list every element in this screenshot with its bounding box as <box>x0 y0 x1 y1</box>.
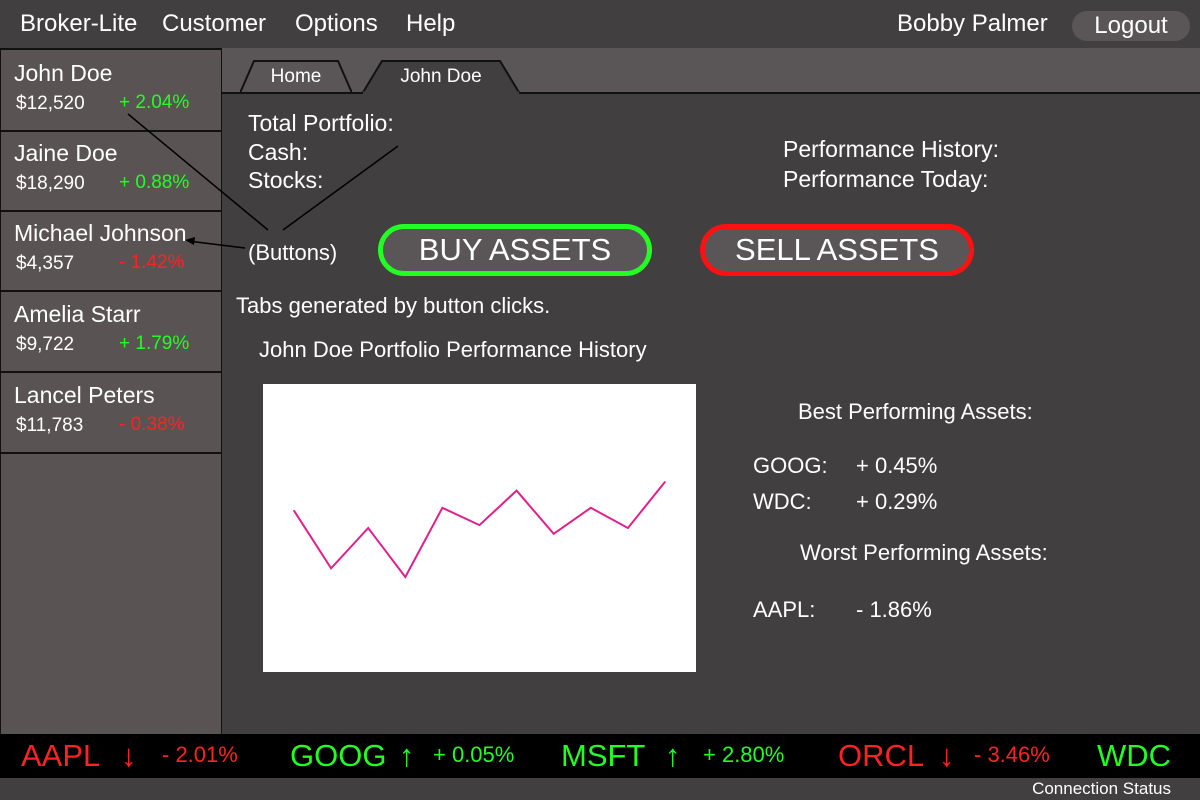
worst-assets-title: Worst Performing Assets: <box>800 540 1048 565</box>
best-asset-symbol: GOOG: <box>753 453 828 478</box>
ticker-change: + 0.05% <box>433 742 515 767</box>
up-arrow-icon: ↑ <box>399 738 415 773</box>
customer-name: Michael Johnson <box>14 220 187 246</box>
performance-today-label: Performance Today: <box>783 166 989 192</box>
data-point <box>404 576 407 578</box>
customer-item-michael-johnson[interactable]: Michael Johnson $4,357 - 1.42% <box>1 210 221 292</box>
customer-value: $12,520 <box>16 93 85 114</box>
ticker-symbol[interactable]: ORCL <box>838 738 925 773</box>
logout-button[interactable]: Logout <box>1072 11 1190 41</box>
ticker-symbol[interactable]: GOOG <box>290 738 387 773</box>
user-name: Bobby Palmer <box>897 10 1048 37</box>
customer-value: $11,783 <box>16 415 84 436</box>
customer-item-jaine-doe[interactable]: Jaine Doe $18,290 + 0.88% <box>1 130 221 212</box>
sell-assets-button[interactable]: SELL ASSETS <box>700 224 974 276</box>
best-asset-symbol: WDC: <box>753 489 812 514</box>
performance-history-label: Performance History: <box>783 136 1000 162</box>
data-point <box>515 489 518 492</box>
ticker-change: + 2.80% <box>703 742 785 767</box>
customer-name: Amelia Starr <box>14 301 141 327</box>
chart-canvas <box>293 481 666 579</box>
data-point <box>478 524 481 526</box>
customer-change: - 0.38% <box>119 414 185 435</box>
data-point <box>627 527 629 529</box>
worst-asset-change: - 1.86% <box>856 597 932 622</box>
tab-shape <box>362 60 520 94</box>
series-line <box>293 481 666 579</box>
customer-name: John Doe <box>14 60 113 86</box>
customer-sidebar: John Doe $12,520 + 2.04% Jaine Doe $18,2… <box>0 48 222 737</box>
buttons-annotation: (Buttons) <box>248 240 338 265</box>
customer-value: $9,722 <box>16 334 75 355</box>
customer-item-lancel-peters[interactable]: Lancel Peters $11,783 - 0.38% <box>1 372 221 454</box>
customer-item-john-doe[interactable]: John Doe $12,520 + 2.04% <box>1 50 221 132</box>
data-point <box>367 527 369 529</box>
customer-name: Jaine Doe <box>14 140 118 166</box>
customer-value: $18,290 <box>16 173 85 194</box>
chart-title: John Doe Portfolio Performance History <box>259 337 647 362</box>
tab-john-doe[interactable]: John Doe <box>362 60 520 94</box>
customer-change: + 2.04% <box>119 92 190 113</box>
ticker-symbol[interactable]: MSFT <box>561 738 646 773</box>
data-point <box>330 567 332 570</box>
customer-change: + 0.88% <box>119 172 190 193</box>
best-asset-change: + 0.45% <box>856 453 938 478</box>
buy-assets-button[interactable]: BUY ASSETS <box>378 224 652 276</box>
ticker-symbol[interactable]: AAPL <box>21 738 101 773</box>
menu-customer[interactable]: Customer <box>162 10 267 37</box>
ticker-change: - 2.01% <box>162 742 238 767</box>
menu-help[interactable]: Help <box>406 10 456 37</box>
stock-ticker: AAPL ↓ - 2.01% GOOG ↑ + 0.05% MSFT ↑ + 2… <box>0 734 1200 778</box>
tab-strip: Home John Doe <box>222 48 1200 94</box>
ticker-change: - 3.46% <box>974 742 1050 767</box>
tab-home[interactable]: Home <box>240 60 352 94</box>
tab-label: John Doe <box>400 66 482 87</box>
data-point <box>664 481 666 483</box>
down-arrow-icon: ↓ <box>939 738 955 773</box>
up-arrow-icon: ↑ <box>665 738 681 773</box>
worst-asset-symbol: AAPL: <box>753 597 816 622</box>
customer-change: - 1.42% <box>119 252 185 273</box>
data-point <box>552 533 555 535</box>
menu-options[interactable]: Options <box>295 10 378 37</box>
cash-label: Cash: <box>248 139 309 165</box>
data-point <box>590 507 592 509</box>
customer-name: Lancel Peters <box>14 382 155 408</box>
connection-status: Connection Status <box>1032 779 1171 798</box>
performance-chart <box>263 384 696 672</box>
down-arrow-icon: ↓ <box>121 738 137 773</box>
ticker-symbol[interactable]: WDC <box>1097 738 1172 773</box>
data-point <box>293 509 295 512</box>
customer-value: $4,357 <box>16 253 75 274</box>
best-asset-change: + 0.29% <box>856 489 938 514</box>
menu-bar: Broker-Lite Customer Options Help Bobby … <box>0 0 1200 48</box>
total-portfolio-label: Total Portfolio: <box>248 110 394 136</box>
tab-shape <box>240 60 352 94</box>
best-assets-title: Best Performing Assets: <box>798 399 1033 424</box>
tab-label: Home <box>270 66 322 87</box>
data-point <box>441 507 444 509</box>
customer-item-amelia-starr[interactable]: Amelia Starr $9,722 + 1.79% <box>1 291 221 373</box>
customer-change: + 1.79% <box>119 333 190 354</box>
app-name-menu[interactable]: Broker-Lite <box>20 10 138 37</box>
stocks-label: Stocks: <box>248 167 324 193</box>
main-content: Home John Doe Total Portfolio: Cash: Sto… <box>222 48 1200 734</box>
tabs-annotation: Tabs generated by button clicks. <box>236 293 551 318</box>
status-bar: Connection Status <box>0 778 1200 800</box>
